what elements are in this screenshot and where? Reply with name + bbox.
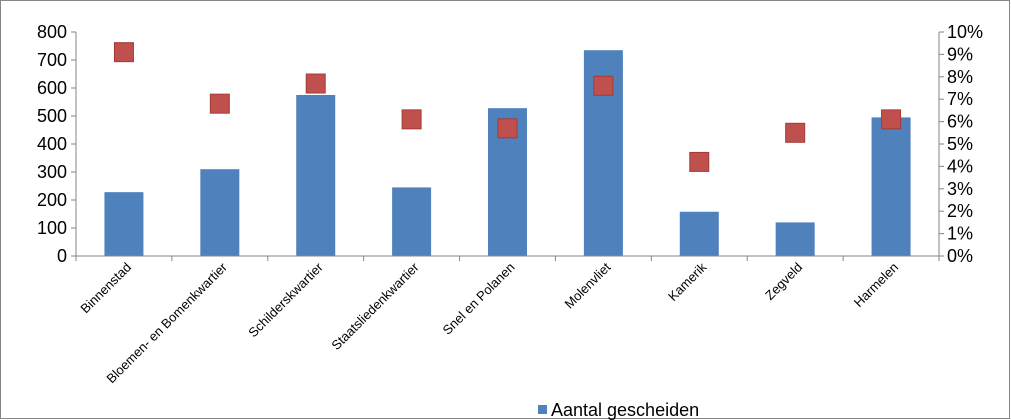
bar-0 [104, 192, 144, 256]
left-tick-label-3: 300 [37, 162, 67, 182]
right-tick-label-1: 1% [947, 224, 973, 244]
right-tick-label-9: 9% [947, 44, 973, 64]
bar-8 [871, 117, 911, 257]
bar-3 [392, 187, 432, 256]
right-tick-label-7: 7% [947, 89, 973, 109]
legend-swatch [538, 405, 547, 414]
left-tick-label-1: 100 [37, 218, 67, 238]
left-tick-label-0: 0 [57, 246, 67, 266]
left-tick-label-2: 200 [37, 190, 67, 210]
marker-0 [113, 42, 134, 63]
bar-1 [200, 169, 240, 256]
right-tick-label-8: 8% [947, 67, 973, 87]
marker-4 [497, 118, 518, 139]
left-axis-ticks: 0 100 200 300 400 500 600 700 800 [37, 22, 76, 266]
right-tick-label-0: 0% [947, 246, 973, 266]
legend: Aantal gescheiden [538, 400, 699, 420]
right-tick-label-10: 10% [947, 22, 983, 42]
right-tick-label-3: 3% [947, 179, 973, 199]
marker-2 [305, 73, 326, 94]
left-tick-label-4: 400 [37, 134, 67, 154]
right-axis-ticks: 0%1% 2%3% 4%5%6% 7%8% 9%10% [939, 22, 983, 266]
marker-8 [881, 109, 902, 130]
right-tick-label-4: 4% [947, 156, 973, 176]
bar-6 [679, 211, 719, 256]
left-tick-label-8: 800 [37, 22, 67, 42]
right-tick-label-5: 5% [947, 134, 973, 154]
right-tick-label-2: 2% [947, 201, 973, 221]
right-tick-label-6: 6% [947, 112, 973, 132]
marker-7 [785, 122, 806, 143]
left-tick-label-7: 700 [37, 50, 67, 70]
marker-5 [593, 75, 614, 96]
left-tick-label-6: 600 [37, 78, 67, 98]
left-tick-label-5: 500 [37, 106, 67, 126]
bar-2 [296, 95, 336, 256]
marker-6 [689, 151, 710, 172]
legend-label: Aantal gescheiden [551, 400, 699, 420]
marker-series [113, 42, 902, 172]
marker-1 [209, 93, 230, 114]
marker-3 [401, 109, 422, 130]
bar-7 [775, 222, 815, 256]
